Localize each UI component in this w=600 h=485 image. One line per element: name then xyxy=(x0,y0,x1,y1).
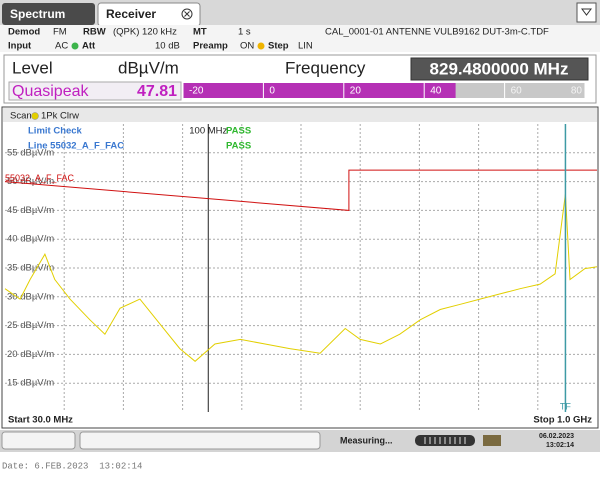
level-value: 47.81 xyxy=(137,83,177,100)
legend-label: 1Pk Clrw xyxy=(41,111,79,122)
status-dot xyxy=(257,42,265,50)
trace xyxy=(4,194,598,362)
start-label: Start 30.0 MHz xyxy=(8,415,73,426)
detector-label: Quasipeak xyxy=(12,83,89,100)
readout-unit: dBµV/m xyxy=(118,58,179,77)
menu-arrow xyxy=(581,8,592,16)
readout-label: Level xyxy=(12,58,53,77)
info-value: LIN xyxy=(298,41,313,52)
status-icon xyxy=(483,435,501,446)
info-label: Step xyxy=(268,41,289,52)
status-message: Measuring... xyxy=(340,435,393,445)
bar-tick-label: 20 xyxy=(350,86,362,97)
info-value: ON xyxy=(240,41,254,52)
detector-box xyxy=(8,81,182,101)
plot-area: 15 dBµV/m 20 dBµV/m 25 dBµV/m 30 dBµV/m 35 d… xyxy=(4,124,598,412)
stop-label: Stop 1.0 GHz xyxy=(533,415,592,426)
close-icon-x xyxy=(184,11,190,17)
scan-label: Scan xyxy=(10,111,32,122)
status-field xyxy=(79,431,321,450)
y-tick-label: 15 dBµV/m xyxy=(7,378,54,389)
info-value: 1 s xyxy=(238,27,251,38)
y-tick-label: 55 dBµV/m xyxy=(7,147,54,158)
info-value: CAL_0001-01 ANTENNE VULB9162 DUT-3m-C.TD… xyxy=(325,27,549,38)
info-value: AC xyxy=(55,41,68,52)
level-bar: -20 0 20 40 60 80 xyxy=(182,83,586,98)
status-field xyxy=(1,431,76,450)
info-label: Preamp xyxy=(193,41,228,52)
display-line-label: 100 MHz xyxy=(189,126,227,137)
info-value: (QPK) 120 kHz xyxy=(113,27,177,38)
frequency-box xyxy=(410,57,589,81)
y-tick-label: 40 dBµV/m xyxy=(7,234,54,245)
bar-tick-label: 0 xyxy=(269,86,275,97)
progress-segments xyxy=(424,437,466,444)
menu-icon[interactable] xyxy=(576,2,597,23)
limit-check-title: Limit Check xyxy=(28,126,83,137)
y-tick-label: 35 dBµV/m xyxy=(7,263,54,274)
info-label: Input xyxy=(8,41,32,52)
status-date: 06.02.2023 xyxy=(539,433,574,440)
readout-label: Frequency xyxy=(285,58,366,77)
tab-label: Receiver xyxy=(106,7,156,21)
limit-result: PASS xyxy=(226,126,251,137)
info-label: MT xyxy=(193,27,207,38)
tab-spectrum[interactable] xyxy=(2,3,95,25)
footer-date: Date: 6.FEB.2023 13:02:14 xyxy=(2,461,142,471)
y-tick-label: 30 dBµV/m xyxy=(7,291,54,302)
limit-line-label: 55032_A_F_FAC xyxy=(5,173,75,183)
bar-tick-label: 40 xyxy=(430,86,442,97)
y-tick-label: 50 dBµV/m xyxy=(7,176,54,187)
limit-line-name: Line 55032_A_F_FAC xyxy=(28,141,124,152)
frequency-value: 829.4800000 MHz xyxy=(430,59,569,78)
info-label: RBW xyxy=(83,27,106,38)
bar-tick-label: -20 xyxy=(189,86,204,97)
limit-result: PASS xyxy=(226,141,251,152)
plot-frame xyxy=(1,106,599,429)
bar-tick-label: 60 xyxy=(511,86,523,97)
legend-dot xyxy=(31,112,39,120)
info-panel xyxy=(0,25,600,52)
bar-tick-label: 80 xyxy=(571,86,583,97)
info-label: Att xyxy=(82,41,96,52)
progress-indicator xyxy=(415,435,475,446)
tab-label: Spectrum xyxy=(10,7,65,21)
bar-fill xyxy=(183,83,456,98)
info-value: 10 dB xyxy=(155,41,180,52)
y-tick-label: 25 dBµV/m xyxy=(7,320,54,331)
info-label: Demod xyxy=(8,27,40,38)
close-icon[interactable] xyxy=(181,8,193,20)
y-tick-label: 20 dBµV/m xyxy=(7,349,54,360)
cursor-label: TF xyxy=(560,401,571,411)
y-tick-label: 45 dBµV/m xyxy=(7,205,54,216)
plot-header xyxy=(3,108,597,122)
status-dot xyxy=(71,42,79,50)
info-value: FM xyxy=(53,27,67,38)
status-time: 13:02:14 xyxy=(546,442,574,449)
limit-line xyxy=(4,169,597,211)
